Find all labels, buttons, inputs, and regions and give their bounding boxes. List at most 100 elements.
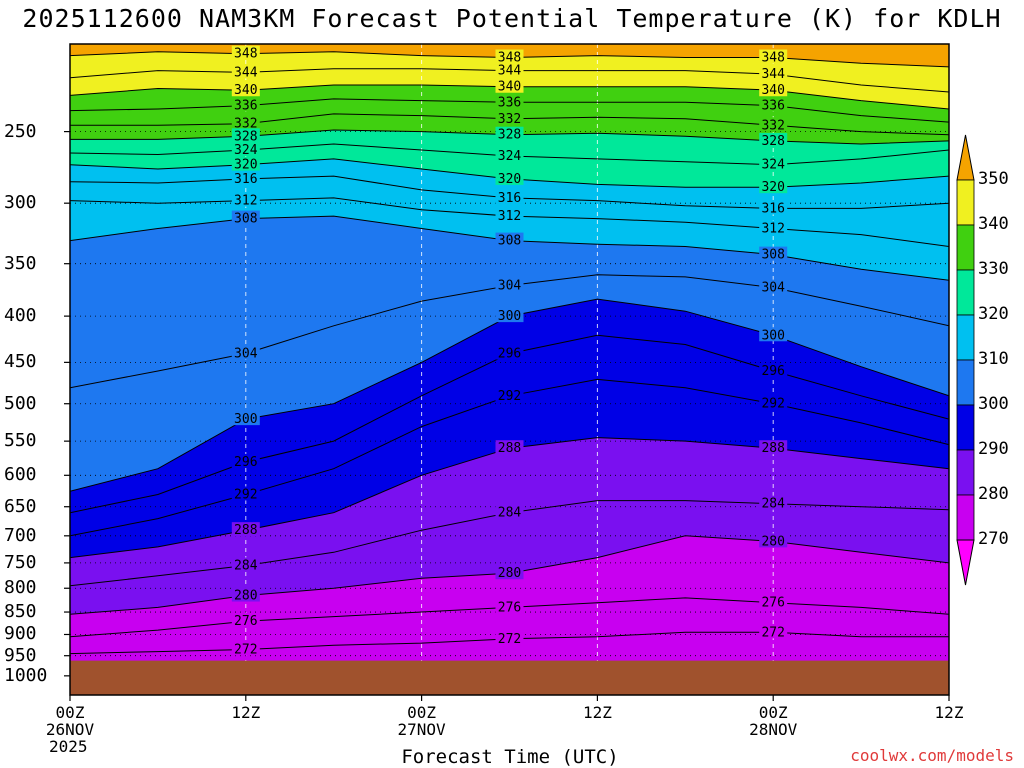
contour-label-bg [759,624,788,639]
contour-label-284: 284 [234,559,258,574]
contour-label-bg [759,533,788,548]
colorbar-segment [956,314,975,361]
contour-label-bg [231,557,260,572]
contour-label-bg [495,308,524,323]
contour-label-bg [495,277,524,292]
contour-label-bg [759,132,788,147]
x-axis-label: Forecast Time (UTC) [401,746,619,768]
contour-label-348: 348 [761,51,784,66]
contour-label-bg [759,97,788,112]
x-tick-label-line: 12Z [934,703,964,722]
y-tick-label: 450 [4,351,37,373]
contour-label-300: 300 [234,412,257,427]
contour-label-280: 280 [234,589,257,604]
colorbar-tick-label: 340 [978,214,1009,234]
y-tick-label: 650 [4,495,37,517]
contour-label-292: 292 [234,487,257,502]
y-tick-label: 250 [4,120,37,142]
contour-label-320: 320 [498,172,521,187]
contour-label-336: 336 [761,99,784,114]
contour-label-bg [231,128,260,143]
contour-label-332: 332 [761,118,784,133]
contour-label-bg [495,440,524,455]
ground-surface [70,660,949,695]
contour-label-280: 280 [498,566,521,581]
x-tick-label: 12Z [904,704,994,721]
contour-label-340: 340 [234,83,257,98]
contour-label-bg [759,495,788,510]
contour-label-340: 340 [761,83,784,98]
contour-label-bg [495,49,524,64]
colorbar-segment [956,224,975,271]
contour-label-300: 300 [761,328,784,343]
contour-label-308: 308 [234,212,257,227]
colorbar-segment [956,179,975,226]
contour-label-bg [495,387,524,402]
contour-label-bg [759,327,788,342]
contour-label-340: 340 [498,80,521,95]
contour-label-296: 296 [761,364,784,379]
contour-label-bg [231,170,260,185]
contour-label-332: 332 [498,112,521,127]
contour-label-bg [759,66,788,81]
colorbar-tick-label: 350 [978,169,1009,189]
chart-title: 2025112600 NAM3KM Forecast Potential Tem… [22,4,1002,33]
x-tick-label: 12Z [552,704,642,721]
contour-label-304: 304 [234,347,258,362]
colorbar-extend-bottom [956,539,975,586]
contour-label-292: 292 [761,397,784,412]
contour-label-276: 276 [498,600,521,615]
contour-label-bg [759,246,788,261]
contour-label-bg [495,345,524,360]
y-tick-label: 800 [4,577,37,599]
contour-label-328: 328 [498,128,521,143]
y-tick-label: 750 [4,551,37,573]
colorbar-segment [956,494,975,541]
contour-label-bg [759,179,788,194]
colorbar-segment [956,404,975,451]
contour-label-304: 304 [761,281,785,296]
contour-label-bg [759,395,788,410]
contour-label-328: 328 [761,134,784,149]
colorbar-tick-label: 320 [978,304,1009,324]
contour-label-bg [495,94,524,109]
contour-label-348: 348 [234,47,257,62]
contour-label-bg [495,232,524,247]
contour-label-328: 328 [234,129,257,144]
contour-label-272: 272 [234,642,257,657]
contour-label-bg [231,192,260,207]
contour-label-bg [495,208,524,223]
contour-label-336: 336 [234,99,257,114]
contour-label-316: 316 [234,172,257,187]
contour-label-bg [231,142,260,157]
contour-label-bg [495,62,524,77]
contour-label-bg [231,486,260,501]
y-tick-label: 300 [4,192,37,214]
contour-label-bg [231,411,260,426]
y-tick-label: 950 [4,644,37,666]
contour-label-280: 280 [761,534,784,549]
contour-label-bg [231,453,260,468]
x-tick-label-line: 26NOV [45,720,95,739]
colorbar-segment [956,269,975,316]
contour-label-288: 288 [761,441,784,456]
contour-label-bg [759,82,788,97]
x-tick-label-line: 2025 [49,737,88,756]
x-tick-label-line: 12Z [582,703,612,722]
contour-label-312: 312 [761,222,784,237]
contour-label-bg [759,440,788,455]
contour-label-bg [495,565,524,580]
contour-label-bg [759,362,788,377]
contour-label-324: 324 [234,143,258,158]
source-credit: coolwx.com/models [850,746,1014,765]
contour-label-bg [759,156,788,171]
contour-label-bg [495,147,524,162]
contour-label-344: 344 [234,65,258,80]
x-tick-label: 12Z [201,704,291,721]
colorbar-tick-label: 280 [978,484,1009,504]
contour-label-bg [231,156,260,171]
contour-label-296: 296 [234,455,257,470]
contour-label-bg [231,64,260,79]
contour-label-bg [231,45,260,60]
x-tick-label-line: 00Z [758,703,788,722]
